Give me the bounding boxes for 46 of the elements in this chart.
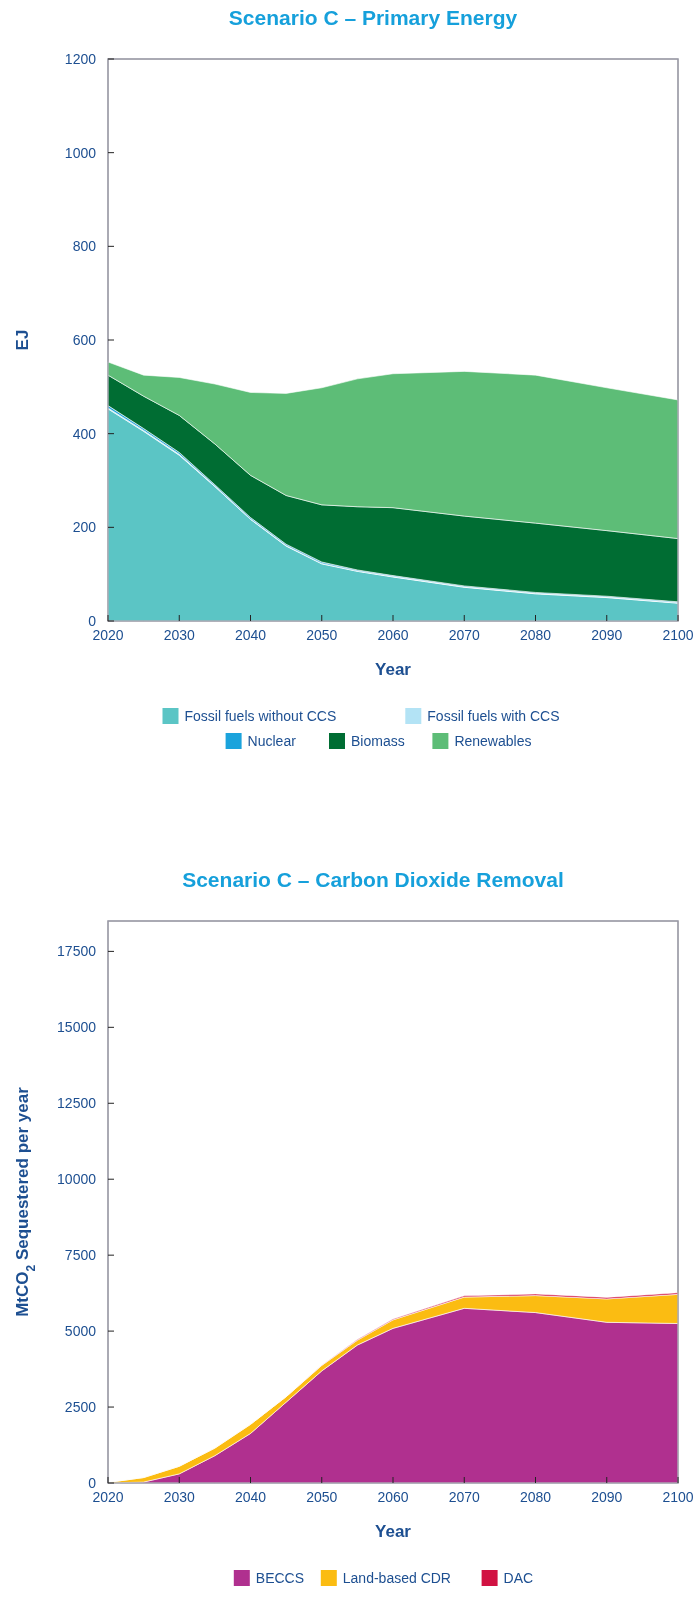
y-tick-label: 0 <box>88 613 97 629</box>
x-tick-label: 2030 <box>163 627 196 643</box>
y-tick-label: 600 <box>72 332 97 348</box>
x-tick-label: 2070 <box>448 627 481 643</box>
y-tick-label: 1200 <box>64 51 97 67</box>
chart-title: Scenario C – Primary Energy <box>228 6 518 29</box>
y-tick-label: 2500 <box>64 1399 97 1416</box>
chart-title: Scenario C – Carbon Dioxide Removal <box>182 868 564 891</box>
y-tick-label: 400 <box>72 425 97 442</box>
x-tick-label: 2080 <box>519 1489 552 1505</box>
legend-label: Nuclear <box>247 733 297 749</box>
legend-label: Land-based CDR <box>342 1570 451 1586</box>
y-tick-label: 200 <box>72 519 97 536</box>
x-tick-label: 2060 <box>377 627 409 643</box>
x-tick-label: 2040 <box>234 627 267 643</box>
y-tick-label: 17500 <box>57 943 97 960</box>
y-axis-title: EJ <box>13 329 32 351</box>
y-tick-label: 7500 <box>64 1247 97 1264</box>
x-tick-label: 2020 <box>92 1489 124 1505</box>
x-tick-label: 2020 <box>92 627 124 643</box>
y-tick-label: 12500 <box>57 1095 97 1112</box>
legend-label: Fossil fuels without CCS <box>184 708 337 724</box>
x-tick-label: 2050 <box>306 1489 338 1505</box>
x-tick-label: 2100 <box>662 627 694 643</box>
x-tick-label: 2080 <box>519 627 552 643</box>
legend-label: BECCS <box>255 1570 305 1586</box>
x-tick-label: 2090 <box>591 627 623 643</box>
x-tick-label: 2040 <box>234 1489 267 1505</box>
y-tick-label: 10000 <box>57 1171 97 1188</box>
legend-label: Biomass <box>351 733 405 749</box>
y-tick-label: 15000 <box>57 1019 97 1036</box>
y-tick-label: 0 <box>88 1475 97 1491</box>
x-tick-label: 2030 <box>163 1489 196 1505</box>
legend-label: DAC <box>503 1570 534 1586</box>
x-tick-label: 2050 <box>306 627 338 643</box>
y-tick-label: 800 <box>72 238 97 255</box>
y-tick-label: 1000 <box>64 144 97 161</box>
y-tick-label: 5000 <box>64 1323 97 1340</box>
x-axis-title: Year <box>375 660 412 679</box>
legend-label: Fossil fuels with CCS <box>427 708 560 724</box>
legend-label: Renewables <box>454 733 532 749</box>
x-axis-title: Year <box>375 1522 412 1541</box>
x-tick-label: 2070 <box>448 1489 481 1505</box>
x-tick-label: 2060 <box>377 1489 409 1505</box>
x-tick-label: 2100 <box>662 1489 694 1505</box>
x-tick-label: 2090 <box>591 1489 623 1505</box>
